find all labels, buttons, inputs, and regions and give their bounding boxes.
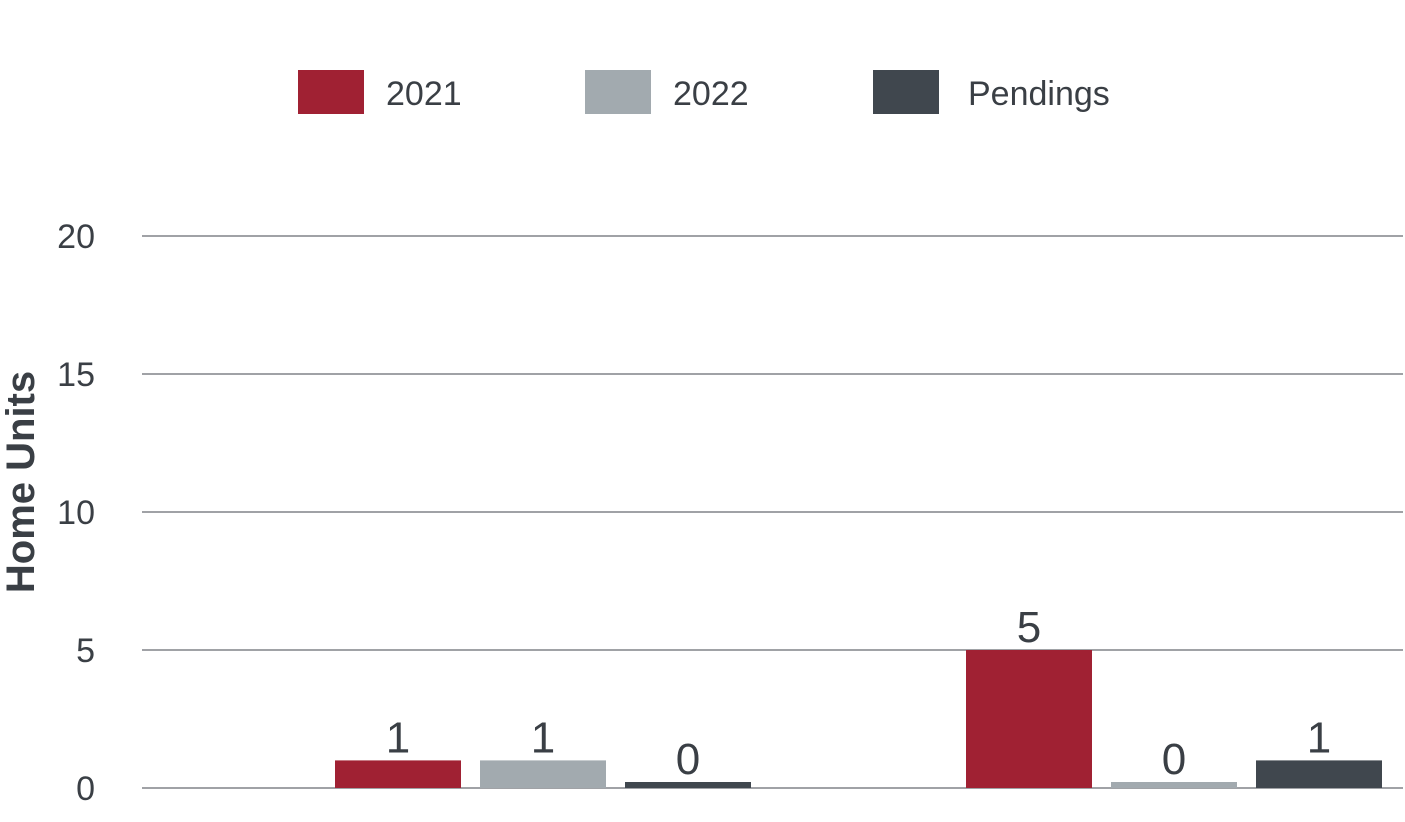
bar-2022-group-1	[480, 760, 606, 788]
bar-pendings-group-2	[1256, 760, 1382, 788]
data-label: 1	[531, 713, 555, 762]
y-tick-label: 15	[57, 356, 95, 394]
data-label: 0	[676, 735, 700, 784]
legend-label: 2022	[673, 75, 749, 113]
legend-label: 2021	[386, 75, 462, 113]
gridlines	[142, 235, 1403, 789]
y-tick-label: 10	[57, 494, 95, 532]
y-axis-label: Home Units	[0, 371, 43, 593]
y-axis-ticks: 0 5 10 15 20	[57, 218, 95, 808]
bar-pendings-group-1	[625, 782, 751, 788]
data-label: 1	[386, 713, 410, 762]
legend-swatch-pendings	[873, 70, 939, 114]
legend-swatch-2021	[298, 70, 364, 114]
data-label: 1	[1307, 713, 1331, 762]
bar-2021-group-1	[335, 760, 461, 788]
bars	[335, 650, 1382, 788]
data-label: 0	[1162, 735, 1186, 784]
legend-swatch-2022	[585, 70, 651, 114]
data-labels: 1 5 1 0 0 1	[386, 603, 1331, 784]
data-label: 5	[1017, 603, 1041, 652]
y-tick-label: 20	[57, 218, 95, 256]
y-tick-label: 5	[76, 632, 95, 670]
legend-label: Pendings	[968, 75, 1110, 113]
y-tick-label: 0	[76, 770, 95, 808]
legend: 2021 2022 Pendings	[298, 70, 1110, 114]
bar-2022-group-2	[1111, 782, 1237, 788]
bar-2021-group-2	[966, 650, 1092, 788]
